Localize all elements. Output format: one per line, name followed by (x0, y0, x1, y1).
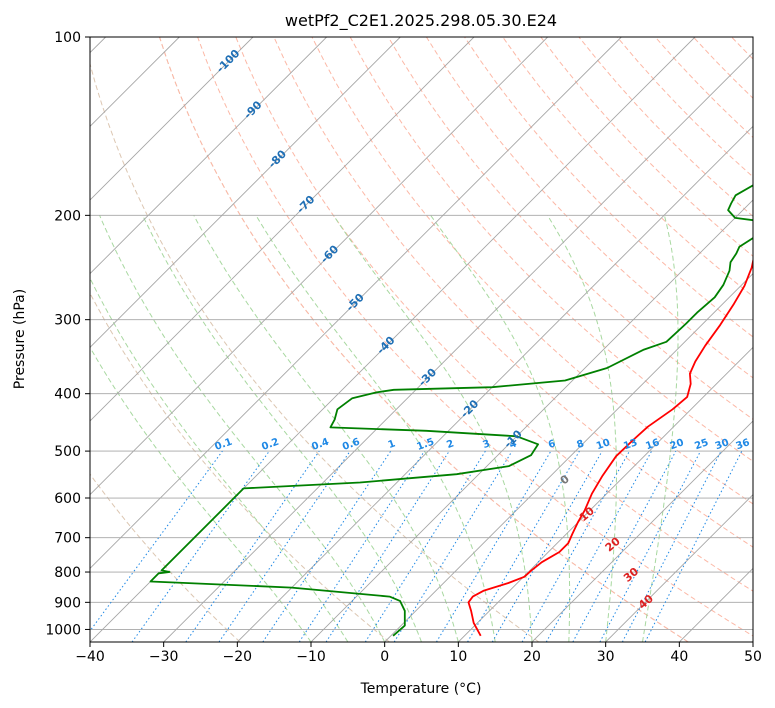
x-tick-label: 20 (523, 649, 541, 665)
axis-ticks: −40 −30 −20 −10 0 10 20 30 40 50 100 200 300 400 500 60… (45, 30, 762, 665)
y-tick-label: 600 (54, 491, 81, 507)
x-tick-label: 0 (380, 649, 389, 665)
moist-adiabat-line (255, 215, 496, 642)
mixing-ratio-label: 10 (595, 437, 612, 452)
temperature-profile-line (467, 257, 753, 637)
mixing-ratio-label: 30 (714, 437, 731, 452)
isotherm-line (163, 52, 753, 642)
x-axis-label: Temperature (°C) (360, 681, 482, 697)
mixing-ratio-label: 16 (644, 437, 661, 452)
dry-adiabat-line (197, 37, 753, 637)
y-tick-label: 700 (54, 531, 81, 547)
isotherm-line (237, 125, 753, 642)
x-tick-label: 40 (670, 649, 688, 665)
mixing-ratio-line (185, 450, 320, 642)
isotherm-line (384, 273, 753, 642)
mixing-ratio-label: 1 (387, 438, 397, 451)
x-tick-label: 50 (744, 649, 762, 665)
x-tick-label: −40 (75, 649, 105, 665)
x-tick-label: −10 (296, 649, 326, 665)
y-tick-label: 800 (54, 565, 81, 581)
dry-adiabat-line (349, 37, 753, 462)
dry-adiabat-line (425, 37, 753, 379)
moist-adiabat-line (99, 215, 386, 642)
plot-frame (89, 36, 754, 643)
isotherm-line (605, 494, 753, 642)
mixing-ratio-label: 13 (622, 437, 639, 452)
mixing-ratio-line (218, 450, 351, 642)
isotherm-line (90, 37, 475, 422)
moist-adiabat-line (430, 215, 571, 642)
y-tick-label: 100 (54, 30, 81, 46)
isotherm-line (310, 199, 753, 642)
isotherm-line (531, 420, 753, 642)
moist-adiabat-line (142, 215, 422, 642)
moist-adiabat-line (642, 215, 679, 642)
mixing-ratio-line (467, 450, 580, 642)
mixing-ratio-line (545, 450, 653, 642)
mixing-ratio-label: 6 (547, 438, 557, 451)
dewpoint-profile-line (149, 184, 753, 637)
y-tick-label: 1000 (45, 622, 81, 638)
dry-adiabat-lines (159, 37, 753, 642)
y-tick-label: 300 (54, 313, 81, 329)
y-tick-label: 500 (54, 444, 81, 460)
mixing-ratio-lines (90, 450, 743, 642)
isotherm-line (90, 37, 254, 201)
isotherm-line (90, 37, 401, 348)
mixing-ratio-label: 25 (693, 437, 710, 452)
x-tick-label: −20 (223, 649, 253, 665)
profile-series (149, 184, 753, 637)
mixing-ratio-label: 20 (669, 437, 686, 452)
x-tick-label: 10 (449, 649, 467, 665)
moist-adiabat-line (193, 215, 459, 642)
mixing-ratio-line (435, 450, 552, 642)
dry-adiabat-line (464, 37, 753, 338)
moist-adiabat-line (547, 215, 617, 642)
plot-area: 0.1 0.2 0.4 0.6 1 1.5 2 3 4 6 8 10 13 16 20 25 30 36-100-… (90, 37, 753, 642)
x-tick-label: −30 (149, 649, 179, 665)
mixing-ratio-label: 36 (735, 437, 752, 452)
dry-adiabat-line (159, 37, 689, 642)
x-tick-label: 30 (597, 649, 615, 665)
isotherm-line (90, 37, 327, 275)
dry-adiabat-line (235, 37, 753, 592)
mixing-ratio-line (364, 450, 486, 642)
isotherm-line (90, 37, 548, 496)
dry-adiabat-curve-line (90, 292, 390, 642)
y-tick-label: 900 (54, 595, 81, 611)
mixing-ratio-line (491, 450, 603, 642)
chart-title: wetPf2_C2E1.2025.298.05.30.E24 (285, 11, 557, 31)
pressure-grid-lines (90, 37, 753, 630)
dry-adiabat-curve-line (90, 62, 540, 642)
isotherm-line (458, 346, 753, 642)
mixing-ratio-label: 4 (508, 438, 518, 451)
mixing-ratio-line (325, 450, 450, 642)
mixing-ratio-label: 2 (445, 438, 455, 451)
mixing-ratio-label: 3 (481, 438, 491, 451)
y-axis-label: Pressure (hPa) (12, 289, 28, 389)
y-tick-label: 400 (54, 387, 81, 403)
mixing-ratio-label: 8 (575, 438, 585, 451)
mixing-ratio-line (393, 450, 513, 642)
dry-adiabat-line (273, 37, 753, 548)
mixing-ratio-line (572, 450, 677, 642)
dry-adiabat-curve-line (90, 473, 241, 642)
moist-adiabat-line (90, 346, 312, 642)
mixing-ratio-line (521, 450, 630, 642)
y-tick-label: 200 (54, 208, 81, 224)
isotherm-line (90, 37, 622, 569)
